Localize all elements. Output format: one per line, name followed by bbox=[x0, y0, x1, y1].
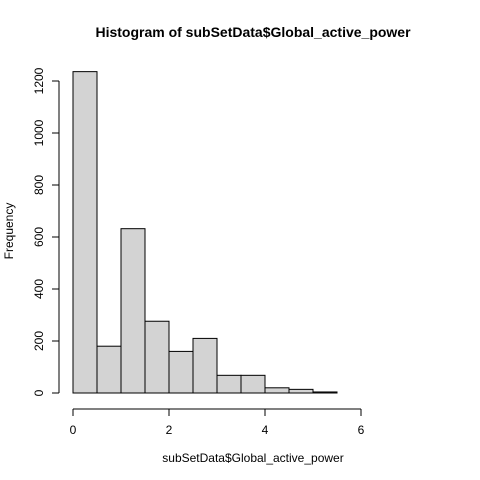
histogram-bar bbox=[312, 391, 338, 394]
y-tick-label: 800 bbox=[32, 175, 46, 195]
x-tick-label: 6 bbox=[358, 423, 365, 437]
histogram-bars bbox=[72, 71, 338, 394]
histogram-bar bbox=[120, 228, 146, 394]
histogram-bar bbox=[240, 374, 266, 394]
y-tick-label: 400 bbox=[32, 279, 46, 299]
histogram-bar bbox=[288, 388, 314, 394]
histogram-bar bbox=[216, 374, 242, 394]
x-axis-label: subSetData$Global_active_power bbox=[162, 451, 343, 465]
y-axis: 0 200 400 600 800 1000 1200 bbox=[32, 67, 60, 396]
histogram-bar bbox=[264, 387, 290, 394]
histogram-bar bbox=[72, 71, 98, 394]
y-axis-label: Frequency bbox=[2, 203, 16, 260]
x-tick-label: 4 bbox=[262, 423, 269, 437]
y-tick-label: 200 bbox=[32, 331, 46, 351]
x-tick-label: 2 bbox=[166, 423, 173, 437]
y-tick-label: 0 bbox=[32, 389, 46, 396]
histogram-bar bbox=[144, 320, 170, 394]
histogram-bar bbox=[168, 350, 194, 394]
y-tick-label: 600 bbox=[32, 227, 46, 247]
y-tick-label: 1000 bbox=[32, 119, 46, 146]
x-tick-label: 0 bbox=[70, 423, 77, 437]
x-axis: 0 2 4 6 bbox=[70, 408, 365, 437]
chart-title: Histogram of subSetData$Global_active_po… bbox=[95, 24, 411, 40]
histogram-bar bbox=[96, 345, 122, 394]
y-tick-label: 1200 bbox=[32, 67, 46, 94]
histogram-bar bbox=[192, 337, 218, 394]
